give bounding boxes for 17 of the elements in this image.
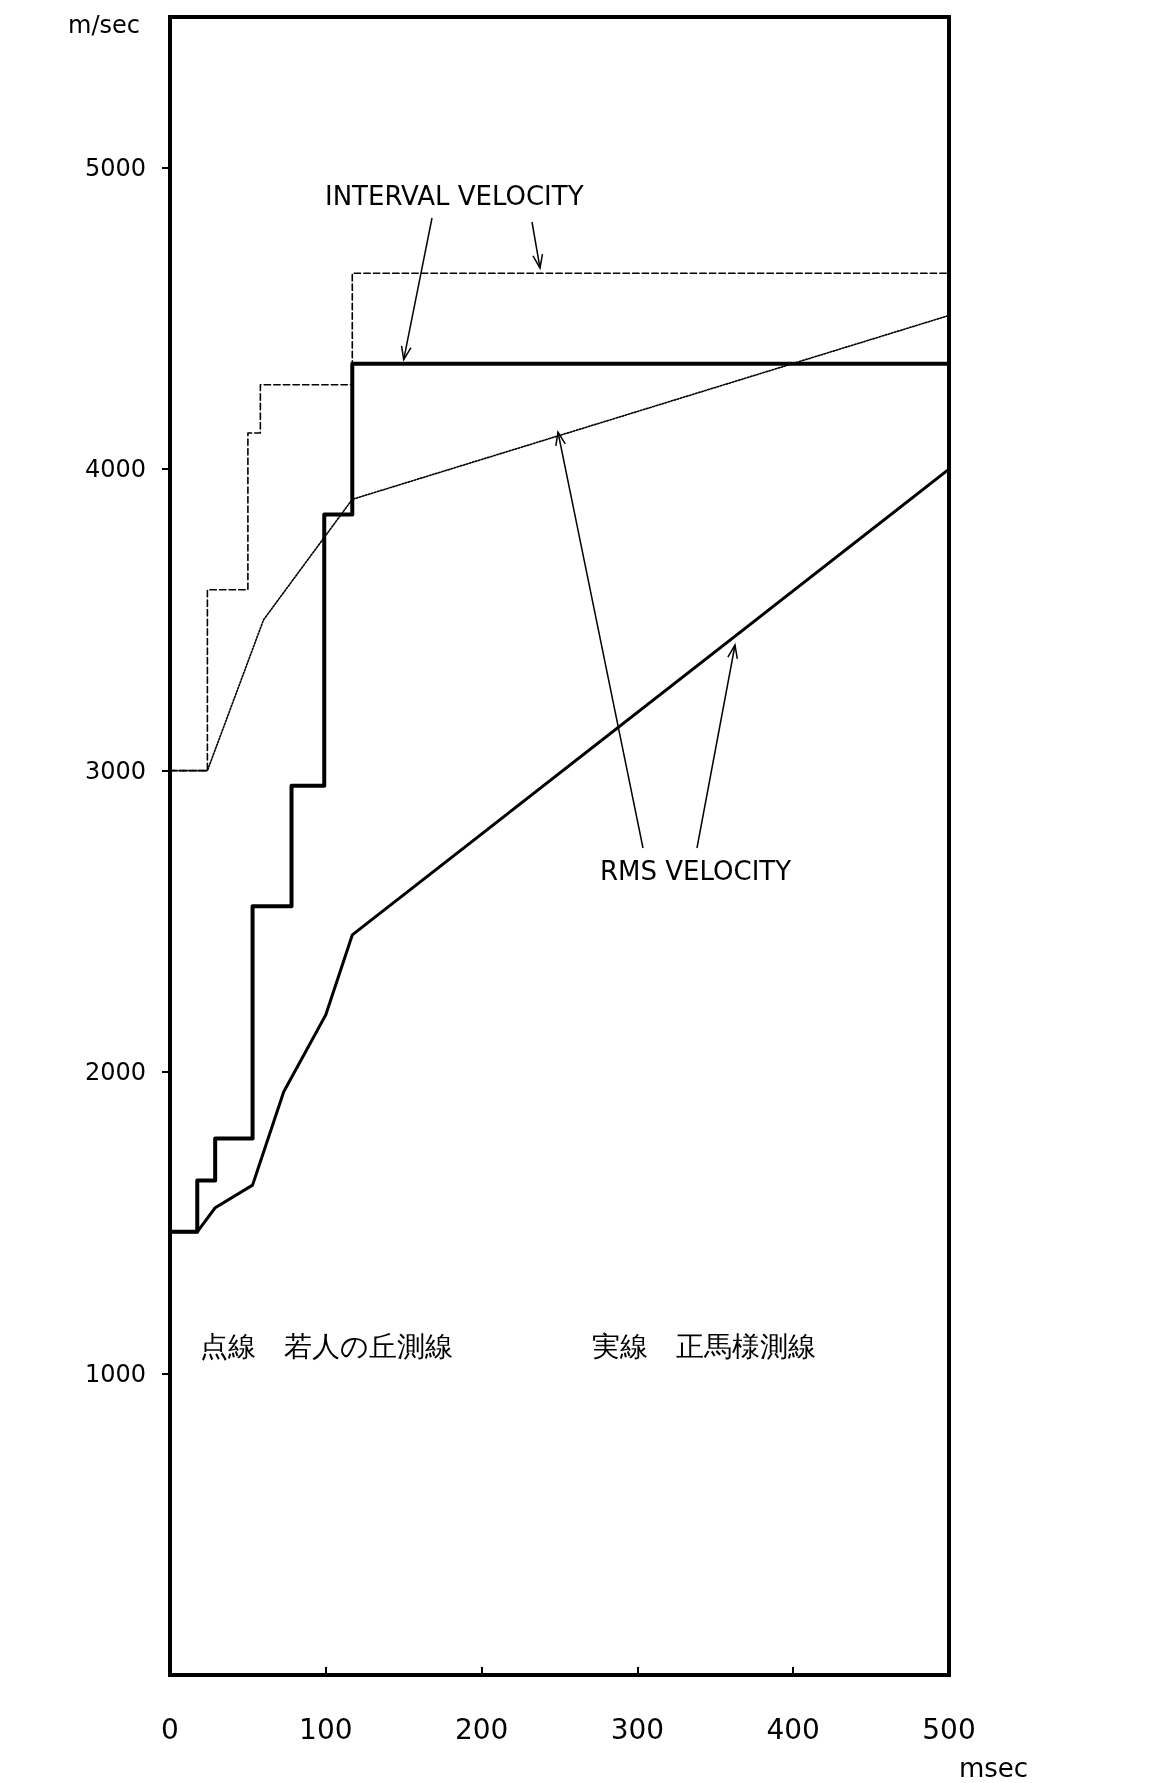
x-tick-label: 500 <box>922 1712 976 1746</box>
y-tick-label: 4000 <box>84 455 146 484</box>
x-tick-label: 100 <box>299 1712 353 1746</box>
annotation: INTERVAL VELOCITY <box>325 181 584 211</box>
annotation: 点線 若人の丘測線 <box>200 1329 453 1363</box>
y-tick-label: 5000 <box>84 153 146 182</box>
x-tick-label: 300 <box>610 1712 665 1746</box>
annotation: 実線 正馬様測線 <box>592 1329 816 1363</box>
y-tick-label: 1000 <box>84 1359 146 1388</box>
x-tick-label: 200 <box>454 1712 509 1746</box>
annotation: RMS VELOCITY <box>600 856 792 886</box>
x-tick-label: 400 <box>766 1712 820 1746</box>
y-tick-label: 2000 <box>84 1058 146 1087</box>
y-axis-title: m/sec <box>68 11 140 39</box>
x-tick-label: 0 <box>161 1712 179 1746</box>
x-axis-title: msec <box>959 1753 1029 1783</box>
y-tick-label: 3000 <box>84 756 146 785</box>
